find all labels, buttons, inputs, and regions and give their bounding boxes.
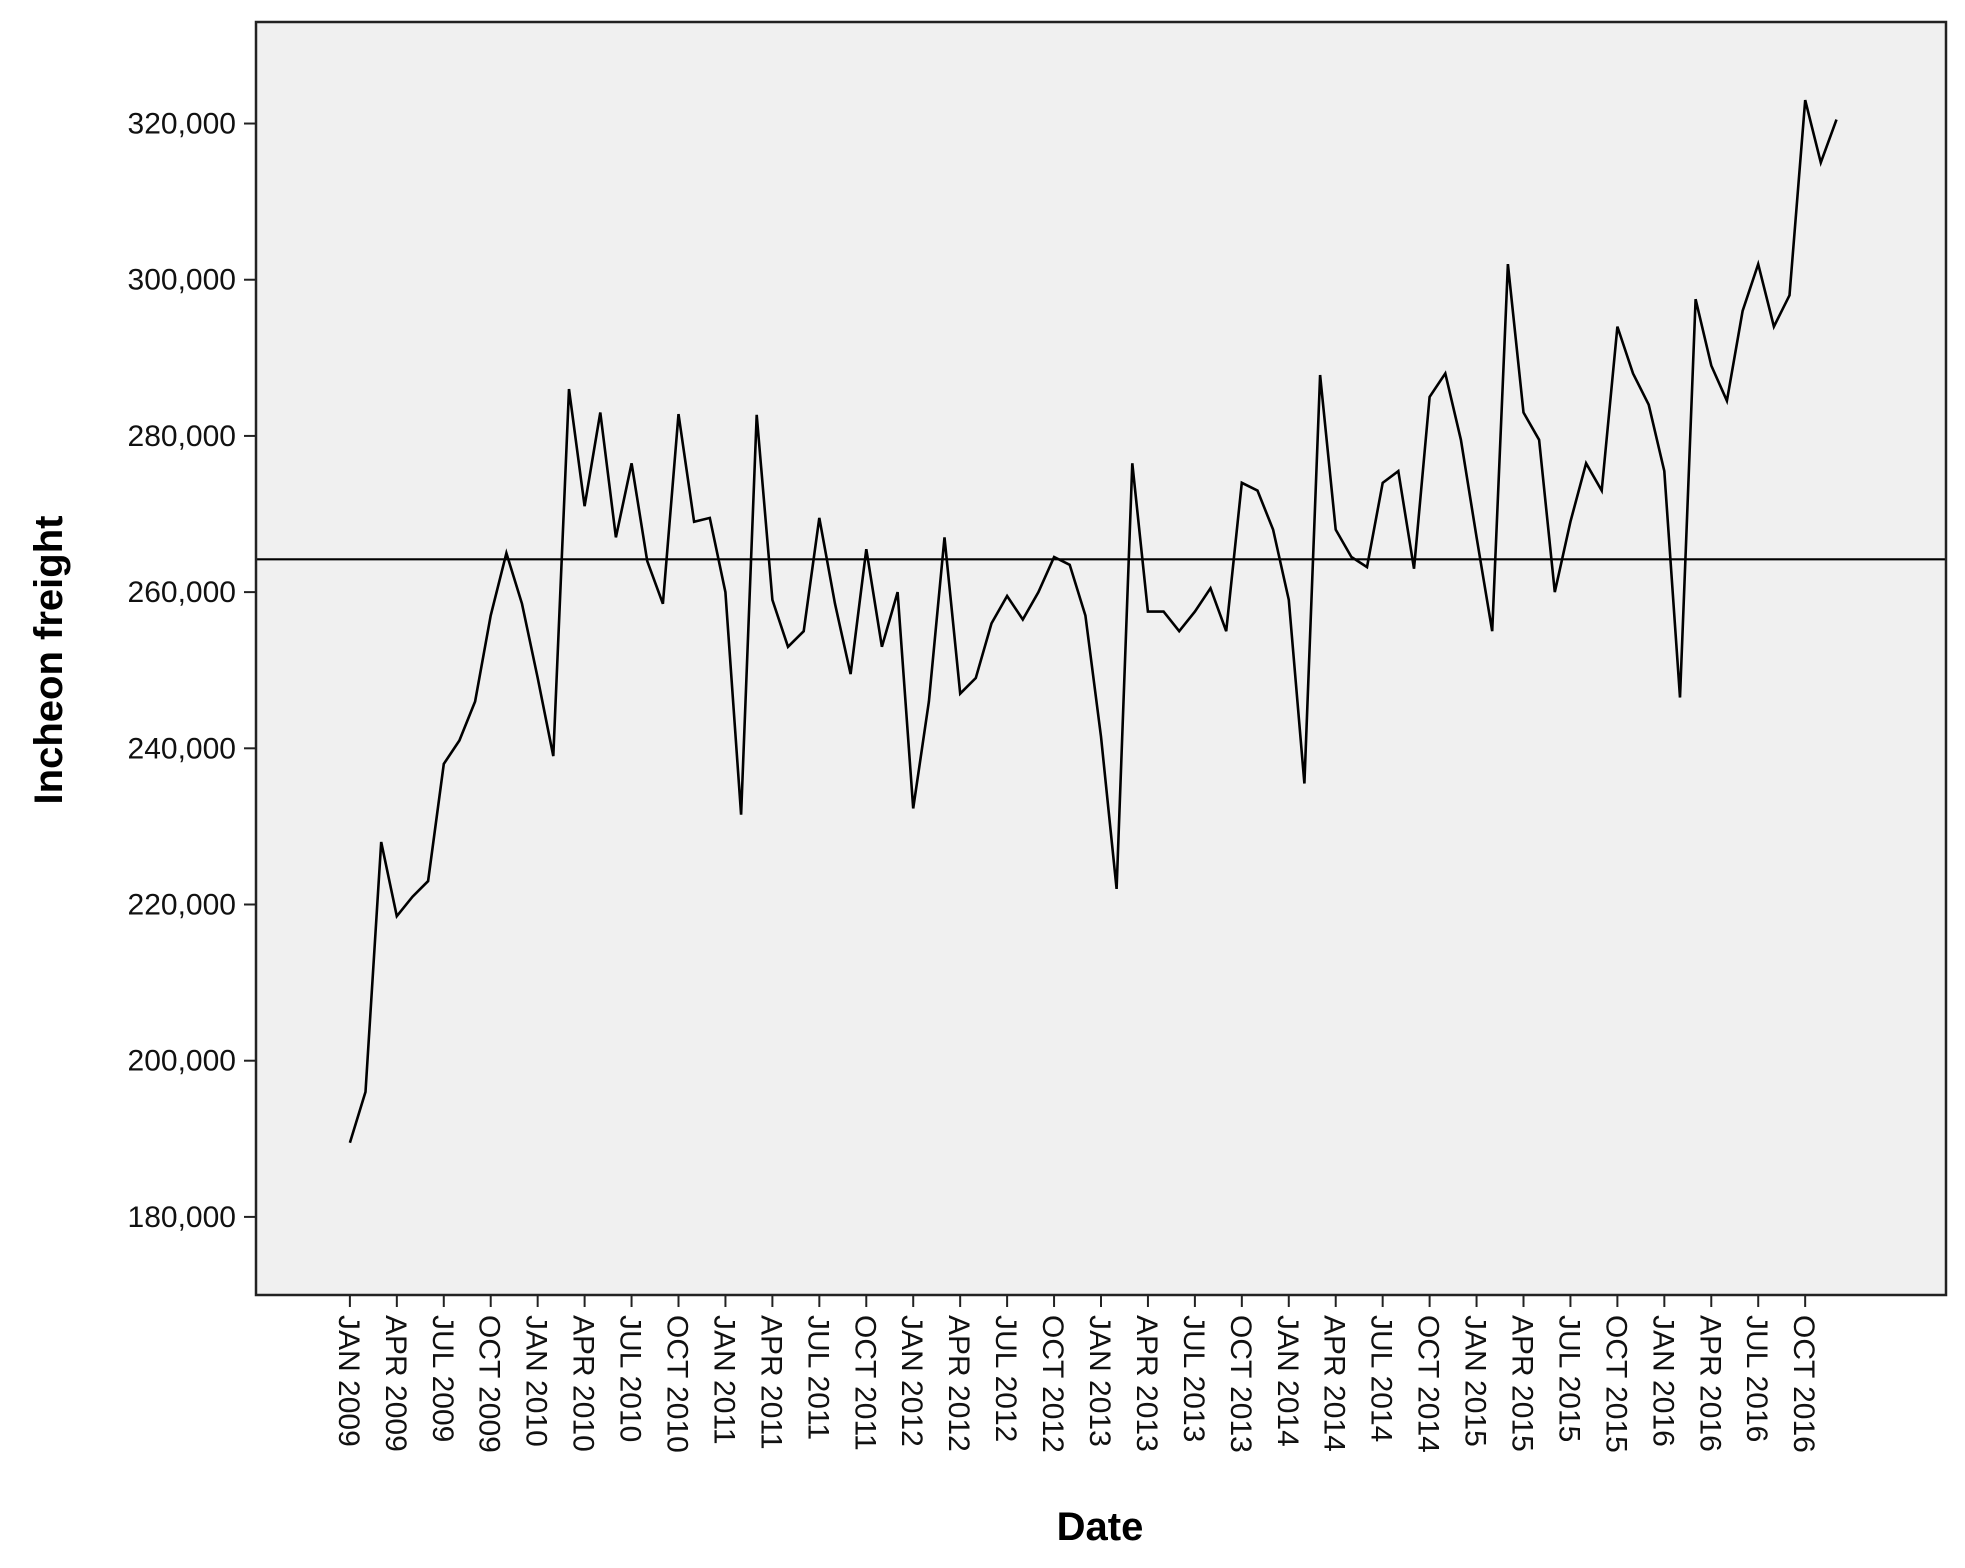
x-tick-label: JAN 2015 bbox=[1459, 1315, 1492, 1447]
x-tick-label: OCT 2009 bbox=[473, 1315, 506, 1453]
y-tick-label: 280,000 bbox=[128, 420, 236, 453]
y-tick-label: 180,000 bbox=[128, 1201, 236, 1234]
x-tick-label: JAN 2013 bbox=[1083, 1315, 1116, 1447]
x-tick-label: APR 2011 bbox=[754, 1315, 787, 1450]
x-tick-label: JAN 2010 bbox=[520, 1315, 553, 1447]
x-tick-label: APR 2012 bbox=[942, 1315, 975, 1452]
x-tick-label: APR 2014 bbox=[1318, 1315, 1351, 1452]
x-tick-label: JUL 2014 bbox=[1365, 1315, 1398, 1442]
x-tick-label: JAN 2011 bbox=[707, 1315, 740, 1445]
x-tick-label: OCT 2013 bbox=[1224, 1315, 1257, 1453]
x-tick-label: APR 2009 bbox=[379, 1315, 412, 1452]
x-tick-label: JAN 2016 bbox=[1646, 1315, 1679, 1447]
x-tick-label: JAN 2014 bbox=[1271, 1315, 1304, 1447]
x-axis: JAN 2009 APR 2009 JUL 2009 OCT 2009 JAN 2010… bbox=[332, 1295, 1820, 1453]
y-tick-label: 220,000 bbox=[128, 889, 236, 922]
x-tick-label: JAN 2009 bbox=[332, 1315, 365, 1447]
x-axis-title: Date bbox=[1057, 1505, 1144, 1549]
x-tick-label: APR 2015 bbox=[1506, 1315, 1539, 1452]
y-axis: 180,000 200,000 220,000 240,000 260,000 280,0… bbox=[128, 108, 256, 1234]
x-tick-label: JUL 2015 bbox=[1552, 1315, 1585, 1442]
x-tick-label: JUL 2016 bbox=[1740, 1315, 1773, 1442]
x-tick-label: JUL 2010 bbox=[614, 1315, 647, 1442]
x-tick-label: JUL 2012 bbox=[989, 1315, 1022, 1442]
y-tick-label: 260,000 bbox=[128, 576, 236, 609]
y-axis-title: Incheon freight bbox=[27, 516, 71, 805]
x-tick-label: OCT 2016 bbox=[1787, 1315, 1820, 1453]
x-tick-label: APR 2010 bbox=[567, 1315, 600, 1452]
x-tick-label: OCT 2012 bbox=[1036, 1315, 1069, 1453]
series-line-incheon-freight bbox=[348, 99, 1838, 1144]
y-tick-label: 200,000 bbox=[128, 1045, 236, 1078]
x-tick-label: JAN 2012 bbox=[895, 1315, 928, 1447]
x-tick-label: OCT 2014 bbox=[1412, 1315, 1445, 1453]
x-tick-label: OCT 2010 bbox=[661, 1315, 694, 1453]
y-tick-label: 240,000 bbox=[128, 732, 236, 765]
x-tick-label: JUL 2013 bbox=[1177, 1315, 1210, 1442]
x-tick-label: JUL 2011 bbox=[801, 1315, 834, 1440]
x-tick-label: JUL 2009 bbox=[426, 1315, 459, 1442]
y-tick-label: 320,000 bbox=[128, 108, 236, 141]
plot-area bbox=[256, 22, 1946, 1295]
y-tick-label: 300,000 bbox=[128, 264, 236, 297]
x-tick-label: APR 2016 bbox=[1693, 1315, 1726, 1452]
x-tick-label: OCT 2015 bbox=[1599, 1315, 1632, 1453]
x-tick-label: APR 2013 bbox=[1130, 1315, 1163, 1452]
plot-frame bbox=[254, 20, 1948, 1297]
x-tick-label: OCT 2011 bbox=[848, 1315, 881, 1451]
